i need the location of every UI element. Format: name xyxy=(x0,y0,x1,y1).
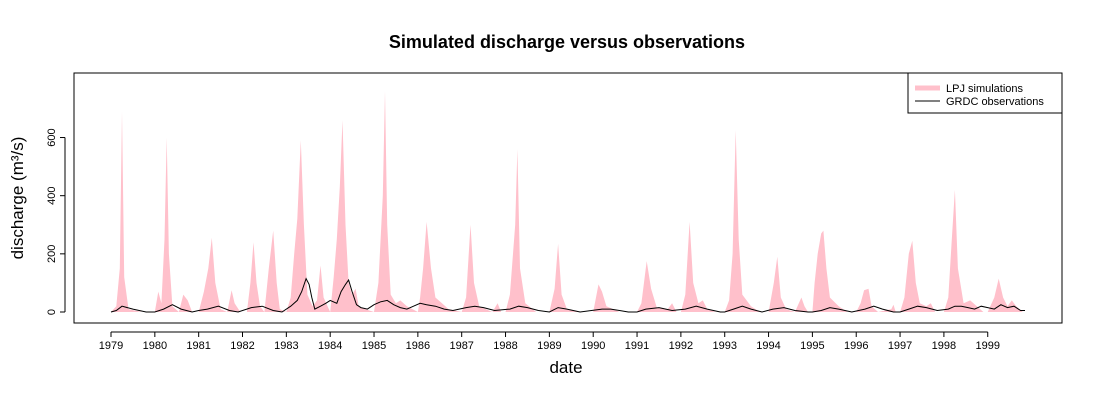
y-tick-label: 400 xyxy=(46,187,58,205)
x-tick-label: 1997 xyxy=(888,340,912,352)
x-tick-label: 1996 xyxy=(844,340,868,352)
series-line-observations xyxy=(110,277,1025,313)
plot-frame xyxy=(73,72,1063,324)
x-tick-label: 1989 xyxy=(537,340,561,352)
legend-label-observations: GRDC observations xyxy=(946,96,1044,108)
y-tick-label: 0 xyxy=(46,309,58,315)
legend-box xyxy=(907,72,1063,114)
x-tick-label: 1980 xyxy=(143,340,167,352)
x-axis-label: date xyxy=(549,358,582,377)
x-tick-label: 1999 xyxy=(975,340,999,352)
x-tick-label: 1985 xyxy=(362,340,386,352)
series-area-simulations xyxy=(111,91,1023,312)
x-tick-label: 1991 xyxy=(625,340,649,352)
chart-title: Simulated discharge versus observations xyxy=(389,32,745,52)
legend-label-simulations: LPJ simulations xyxy=(946,83,1024,95)
x-tick-label: 1992 xyxy=(669,340,693,352)
legend: LPJ simulations GRDC observations xyxy=(907,72,1063,114)
x-tick-label: 1979 xyxy=(99,340,123,352)
x-tick-label: 1987 xyxy=(449,340,473,352)
x-tick-label: 1988 xyxy=(493,340,517,352)
x-tick-label: 1994 xyxy=(756,340,780,352)
x-tick-label: 1983 xyxy=(274,340,298,352)
x-tick-label: 1981 xyxy=(186,340,210,352)
x-tick-label: 1995 xyxy=(800,340,824,352)
plot-area xyxy=(110,91,1025,313)
x-tick-label: 1986 xyxy=(406,340,430,352)
x-tick-label: 1984 xyxy=(318,340,342,352)
x-tick-label: 1982 xyxy=(230,340,254,352)
x-tick-label: 1998 xyxy=(932,340,956,352)
axes: 1979 1980 1981 1982 1983 1984 1985 1986 1987 1988… xyxy=(46,128,1000,352)
x-tick-label: 1993 xyxy=(712,340,736,352)
y-tick-label: 200 xyxy=(46,245,58,263)
y-axis-label: discharge (m³/s) xyxy=(8,137,27,260)
x-tick-label: 1990 xyxy=(581,340,605,352)
y-tick-label: 600 xyxy=(46,128,58,146)
